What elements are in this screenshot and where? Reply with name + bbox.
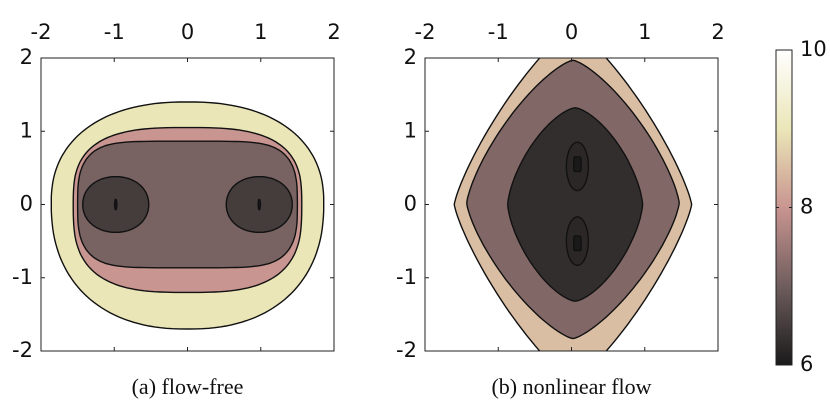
x-tick-label: -1: [104, 20, 125, 44]
contour-region: [82, 176, 293, 233]
y-tick-label: 0: [404, 192, 417, 216]
x-tick-label: -1: [488, 20, 509, 44]
colorbar-tick-label: 6: [800, 352, 813, 376]
x-tick-label: 0: [565, 20, 578, 44]
x-tick-label: 2: [327, 20, 340, 44]
contour-region: [76, 140, 299, 269]
y-tick-label: 2: [20, 45, 33, 69]
colorbar-tick-label: 8: [800, 195, 813, 219]
contour-region: [565, 141, 589, 266]
x-tick-label: 1: [638, 20, 651, 44]
y-tick-label: 2: [404, 45, 417, 69]
caption: (a) flow-free: [132, 374, 244, 399]
y-tick-label: 1: [20, 118, 33, 142]
x-tick-label: 2: [711, 20, 724, 44]
y-tick-label: -2: [12, 338, 33, 362]
x-tick-label: 0: [181, 20, 194, 44]
y-tick-label: 1: [404, 118, 417, 142]
x-tick-label: -2: [31, 20, 52, 44]
contour-region: [113, 198, 262, 211]
y-tick-label: -2: [396, 338, 417, 362]
y-tick-label: -1: [12, 265, 33, 289]
colorbar-tick-label: 10: [800, 37, 827, 61]
contour-region: [573, 156, 582, 252]
plot-area: [41, 58, 334, 351]
plot-area: [425, 58, 718, 351]
y-tick-label: -1: [396, 265, 417, 289]
caption: (b) nonlinear flow: [491, 374, 651, 399]
contour-region: [507, 107, 644, 302]
x-tick-label: 1: [254, 20, 267, 44]
y-tick-label: 0: [20, 192, 33, 216]
x-tick-label: -2: [415, 20, 436, 44]
